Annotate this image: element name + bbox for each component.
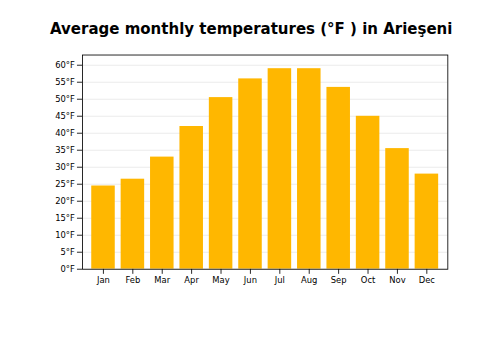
svg-text:May: May xyxy=(212,275,229,285)
svg-text:0°F: 0°F xyxy=(61,264,76,274)
svg-text:Apr: Apr xyxy=(184,275,199,285)
svg-text:20°F: 20°F xyxy=(55,196,75,206)
svg-text:40°F: 40°F xyxy=(55,128,75,138)
svg-text:45°F: 45°F xyxy=(55,111,75,121)
svg-text:Dec: Dec xyxy=(419,275,436,285)
svg-text:10°F: 10°F xyxy=(55,230,75,240)
svg-text:30°F: 30°F xyxy=(55,162,75,172)
svg-text:Aug: Aug xyxy=(301,275,317,285)
svg-text:50°F: 50°F xyxy=(55,94,75,104)
svg-text:Jun: Jun xyxy=(243,275,257,285)
svg-text:15°F: 15°F xyxy=(55,213,75,223)
svg-text:Mar: Mar xyxy=(154,275,170,285)
svg-text:Feb: Feb xyxy=(125,275,140,285)
svg-text:Oct: Oct xyxy=(361,275,376,285)
svg-text:35°F: 35°F xyxy=(55,145,75,155)
svg-text:5°F: 5°F xyxy=(61,247,76,257)
svg-text:Nov: Nov xyxy=(389,275,405,285)
svg-text:25°F: 25°F xyxy=(55,179,75,189)
svg-text:Sep: Sep xyxy=(331,275,347,285)
html-text:Average monthly temperatures (: Average monthly temperatures (°F ) in Ar… xyxy=(50,20,453,38)
svg-text:55°F: 55°F xyxy=(55,77,75,87)
svg-text:60°F: 60°F xyxy=(55,60,75,70)
svg-text:Jan: Jan xyxy=(96,275,110,285)
svg-text:Jul: Jul xyxy=(274,275,285,285)
